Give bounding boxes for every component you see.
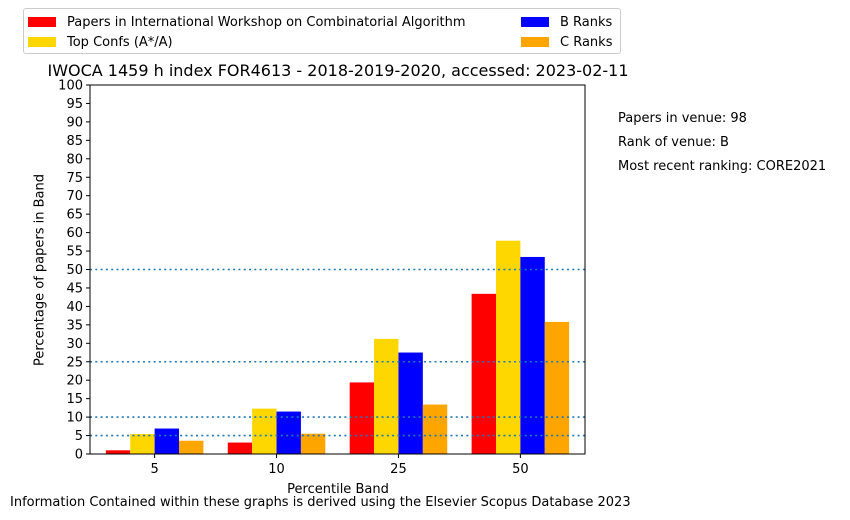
y-tick-label: 100 xyxy=(58,79,83,94)
y-tick-label: 0 xyxy=(75,448,83,463)
legend-item-b-ranks: B Ranks xyxy=(521,13,612,31)
bar-venue-50 xyxy=(471,293,496,454)
legend-item-c-ranks: C Ranks xyxy=(521,33,612,51)
y-tick-label: 40 xyxy=(66,300,83,315)
y-tick-label: 75 xyxy=(66,171,83,186)
x-tick-label: 25 xyxy=(390,462,407,477)
legend-swatch-b-ranks xyxy=(521,17,549,27)
bar-b-ranks-50 xyxy=(520,256,545,454)
rank-of-venue: Rank of venue: B xyxy=(618,135,729,150)
y-tick-label: 30 xyxy=(66,337,83,352)
y-axis-label: Percentage of papers in Band xyxy=(32,173,48,367)
bar-top-confs-10 xyxy=(252,408,277,454)
bar-top-confs-5 xyxy=(130,434,155,454)
y-tick-label: 35 xyxy=(66,318,83,333)
legend-swatch-c-ranks xyxy=(521,37,549,47)
x-axis-label: Percentile Band xyxy=(287,482,389,497)
bar-venue-10 xyxy=(227,442,253,454)
y-tick-label: 55 xyxy=(66,245,83,260)
bar-b-ranks-10 xyxy=(276,411,301,454)
legend: Papers in International Workshop on Comb… xyxy=(23,8,621,54)
y-tick-label: 90 xyxy=(66,115,83,130)
legend-swatch-top-confs xyxy=(28,37,56,47)
bar-c-ranks-5 xyxy=(179,440,204,454)
y-tick-label: 45 xyxy=(66,281,83,296)
plot-frame xyxy=(89,84,586,455)
bar-venue-5 xyxy=(105,450,131,454)
y-tick-label: 15 xyxy=(66,392,83,407)
y-tick-label: 85 xyxy=(66,134,83,149)
most-recent-ranking: Most recent ranking: CORE2021 xyxy=(618,159,827,174)
bar-c-ranks-10 xyxy=(300,433,326,454)
y-tick-label: 60 xyxy=(66,226,83,241)
bar-c-ranks-25 xyxy=(422,404,448,454)
bar-b-ranks-5 xyxy=(154,428,180,454)
legend-label-b-ranks: B Ranks xyxy=(560,14,613,30)
y-tick-label: 65 xyxy=(66,208,83,223)
y-tick-label: 95 xyxy=(66,97,83,112)
y-tick-label: 5 xyxy=(75,429,83,444)
chart-title: IWOCA 1459 h index FOR4613 - 2018-2019-2… xyxy=(47,61,629,80)
y-tick-label: 25 xyxy=(66,355,83,370)
legend-item-venue: Papers in International Workshop on Comb… xyxy=(28,13,466,31)
bar-venue-25 xyxy=(349,382,375,454)
bar-b-ranks-25 xyxy=(398,352,423,454)
y-tick-label: 20 xyxy=(66,374,83,389)
papers-in-venue: Papers in venue: 98 xyxy=(618,111,747,126)
legend-item-top-confs: Top Confs (A*/A) xyxy=(28,33,173,51)
y-tick-label: 80 xyxy=(66,152,83,167)
bar-c-ranks-50 xyxy=(544,321,570,454)
legend-label-top-confs: Top Confs (A*/A) xyxy=(67,34,173,50)
footer-note: Information Contained within these graph… xyxy=(10,495,631,510)
legend-swatch-venue xyxy=(28,17,56,27)
legend-label-c-ranks: C Ranks xyxy=(560,34,613,50)
y-tick-label: 70 xyxy=(66,189,83,204)
bar-top-confs-50 xyxy=(495,240,521,454)
x-tick-label: 5 xyxy=(150,462,158,477)
y-tick-label: 10 xyxy=(66,411,83,426)
y-tick-label: 50 xyxy=(66,263,83,278)
legend-label-venue: Papers in International Workshop on Comb… xyxy=(67,14,466,30)
bar-top-confs-25 xyxy=(374,338,399,454)
x-tick-label: 50 xyxy=(512,462,529,477)
x-tick-label: 10 xyxy=(268,462,285,477)
